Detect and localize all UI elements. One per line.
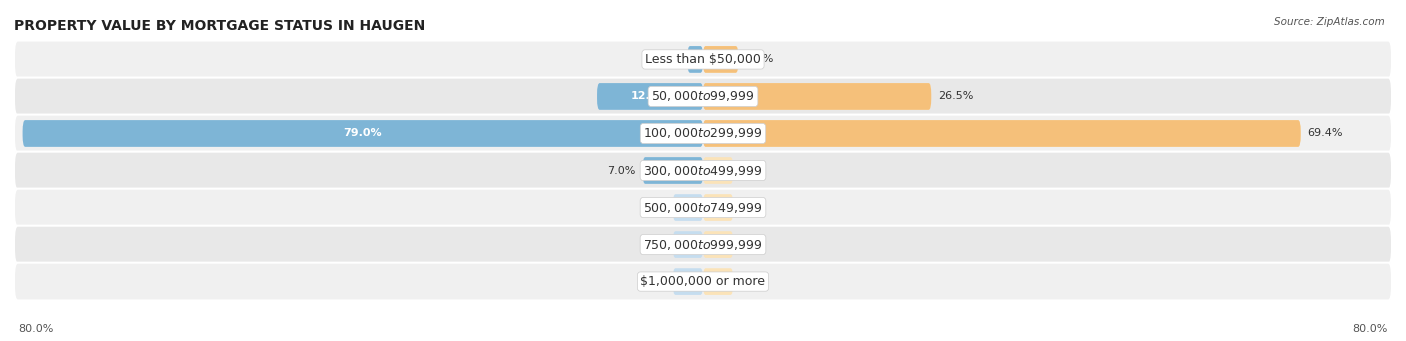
- FancyBboxPatch shape: [703, 157, 733, 184]
- FancyBboxPatch shape: [14, 189, 1392, 226]
- FancyBboxPatch shape: [703, 83, 931, 110]
- FancyBboxPatch shape: [703, 231, 733, 258]
- FancyBboxPatch shape: [14, 152, 1392, 189]
- Text: $750,000 to $999,999: $750,000 to $999,999: [644, 238, 762, 252]
- FancyBboxPatch shape: [673, 194, 703, 221]
- FancyBboxPatch shape: [14, 41, 1392, 78]
- FancyBboxPatch shape: [703, 120, 1301, 147]
- Text: 0.0%: 0.0%: [738, 165, 766, 176]
- Text: 0.0%: 0.0%: [640, 277, 669, 286]
- FancyBboxPatch shape: [643, 157, 703, 184]
- FancyBboxPatch shape: [643, 157, 703, 184]
- FancyBboxPatch shape: [598, 83, 703, 110]
- Text: PROPERTY VALUE BY MORTGAGE STATUS IN HAUGEN: PROPERTY VALUE BY MORTGAGE STATUS IN HAU…: [14, 19, 425, 33]
- FancyBboxPatch shape: [14, 226, 1392, 264]
- Text: 0.0%: 0.0%: [738, 203, 766, 212]
- FancyBboxPatch shape: [22, 120, 703, 147]
- FancyBboxPatch shape: [673, 231, 703, 258]
- FancyBboxPatch shape: [688, 46, 703, 73]
- Text: $100,000 to $299,999: $100,000 to $299,999: [644, 127, 762, 140]
- FancyBboxPatch shape: [703, 46, 738, 73]
- FancyBboxPatch shape: [703, 194, 733, 221]
- FancyBboxPatch shape: [673, 268, 703, 295]
- FancyBboxPatch shape: [703, 120, 1301, 147]
- Text: 0.0%: 0.0%: [738, 239, 766, 250]
- Text: 79.0%: 79.0%: [343, 129, 382, 138]
- Text: 0.0%: 0.0%: [640, 239, 669, 250]
- FancyBboxPatch shape: [22, 120, 703, 147]
- Text: $300,000 to $499,999: $300,000 to $499,999: [644, 163, 762, 178]
- FancyBboxPatch shape: [14, 263, 1392, 300]
- FancyBboxPatch shape: [703, 83, 931, 110]
- Text: Source: ZipAtlas.com: Source: ZipAtlas.com: [1274, 17, 1385, 27]
- Text: 4.1%: 4.1%: [745, 55, 773, 64]
- Text: 69.4%: 69.4%: [1308, 129, 1343, 138]
- Text: $500,000 to $749,999: $500,000 to $749,999: [644, 201, 762, 214]
- FancyBboxPatch shape: [14, 77, 1392, 115]
- Text: 80.0%: 80.0%: [18, 324, 53, 334]
- Text: 0.0%: 0.0%: [738, 277, 766, 286]
- Text: 80.0%: 80.0%: [1353, 324, 1388, 334]
- Text: $50,000 to $99,999: $50,000 to $99,999: [651, 89, 755, 103]
- Text: 1.8%: 1.8%: [652, 55, 681, 64]
- FancyBboxPatch shape: [14, 115, 1392, 152]
- FancyBboxPatch shape: [598, 83, 703, 110]
- Text: 12.3%: 12.3%: [631, 91, 669, 102]
- FancyBboxPatch shape: [703, 46, 738, 73]
- FancyBboxPatch shape: [703, 268, 733, 295]
- Text: Less than $50,000: Less than $50,000: [645, 53, 761, 66]
- Text: $1,000,000 or more: $1,000,000 or more: [641, 275, 765, 288]
- Text: 26.5%: 26.5%: [938, 91, 973, 102]
- FancyBboxPatch shape: [688, 46, 703, 73]
- Text: 0.0%: 0.0%: [640, 203, 669, 212]
- Text: 7.0%: 7.0%: [607, 165, 636, 176]
